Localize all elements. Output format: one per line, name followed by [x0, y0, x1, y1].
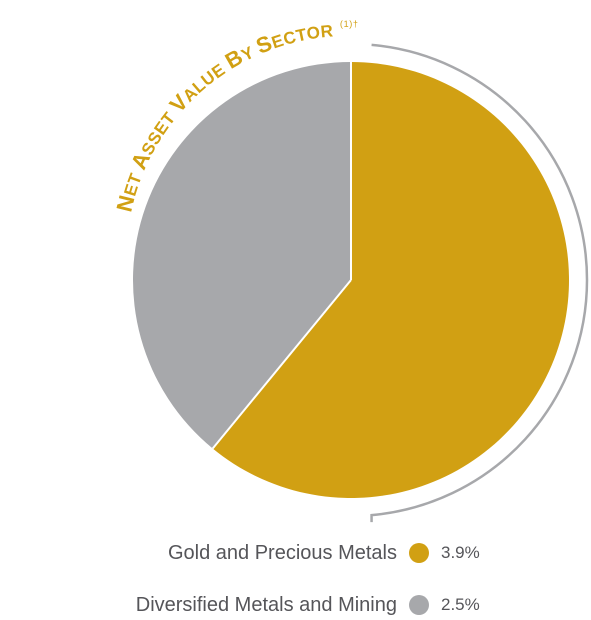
legend-dot-diversified	[409, 595, 429, 615]
legend-value-row-gold: 3.9%	[441, 538, 480, 568]
title-smallcaps: Y	[238, 41, 261, 65]
title-smallcaps: ALUE	[179, 57, 233, 106]
legend-item-gold: Gold and Precious Metals	[168, 538, 441, 568]
title-smallcaps: SSET	[138, 104, 183, 158]
pie-slice-0	[212, 62, 569, 498]
title-smallcaps: ECTOR	[269, 21, 334, 52]
legend-value-row-diversified: 2.5%	[441, 590, 480, 620]
legend-dot-gold	[409, 543, 429, 563]
legend-label-gold: Gold and Precious Metals	[167, 541, 397, 564]
title-initial: N	[111, 192, 139, 214]
chart-title-superscript: (1)†	[340, 19, 359, 29]
legend-label-diversified: Diversified Metals and Mining	[135, 593, 397, 616]
slice-divider-1	[211, 279, 352, 450]
decorative-ring	[370, 43, 589, 523]
pie-slice-1	[132, 62, 351, 449]
legend-value-diversified: 2.5%	[441, 595, 480, 614]
pie-slices	[132, 62, 569, 498]
legend-item-diversified: Diversified Metals and Mining	[136, 590, 441, 620]
legend-value-gold: 3.9%	[441, 543, 480, 562]
